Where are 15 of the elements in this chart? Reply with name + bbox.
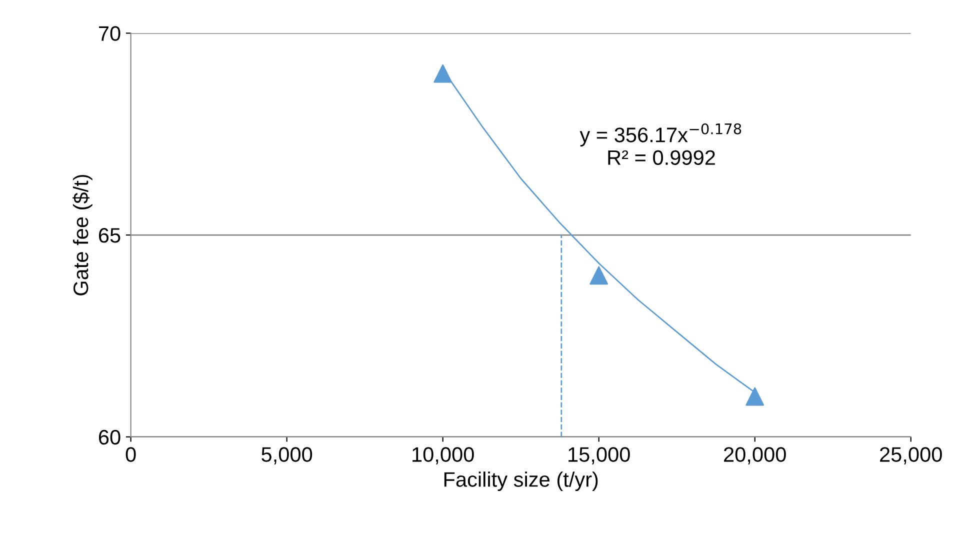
y-tick-label: 65 [98,228,120,243]
y-tick-label: 70 [98,26,120,41]
point [434,64,452,83]
x-tick-label: 5,000 [262,447,312,464]
point [746,387,764,406]
x-tick-label: 15,000 [568,447,630,464]
x-tick-label: 25,000 [880,447,942,464]
x-axis-title: Facility size (t/yr) [444,472,598,491]
point [590,266,608,285]
y-tick-label: 60 [98,430,120,445]
x-tick-label: 20,000 [724,447,786,464]
annotation: y = 356.17x$^{−0.178}$ R² = 0.9992 [580,123,742,165]
x-tick-label: 0 [126,447,136,462]
x-tick-label: 10,000 [412,447,474,464]
y-axis-title: Gate fee ($/t) [72,174,92,296]
